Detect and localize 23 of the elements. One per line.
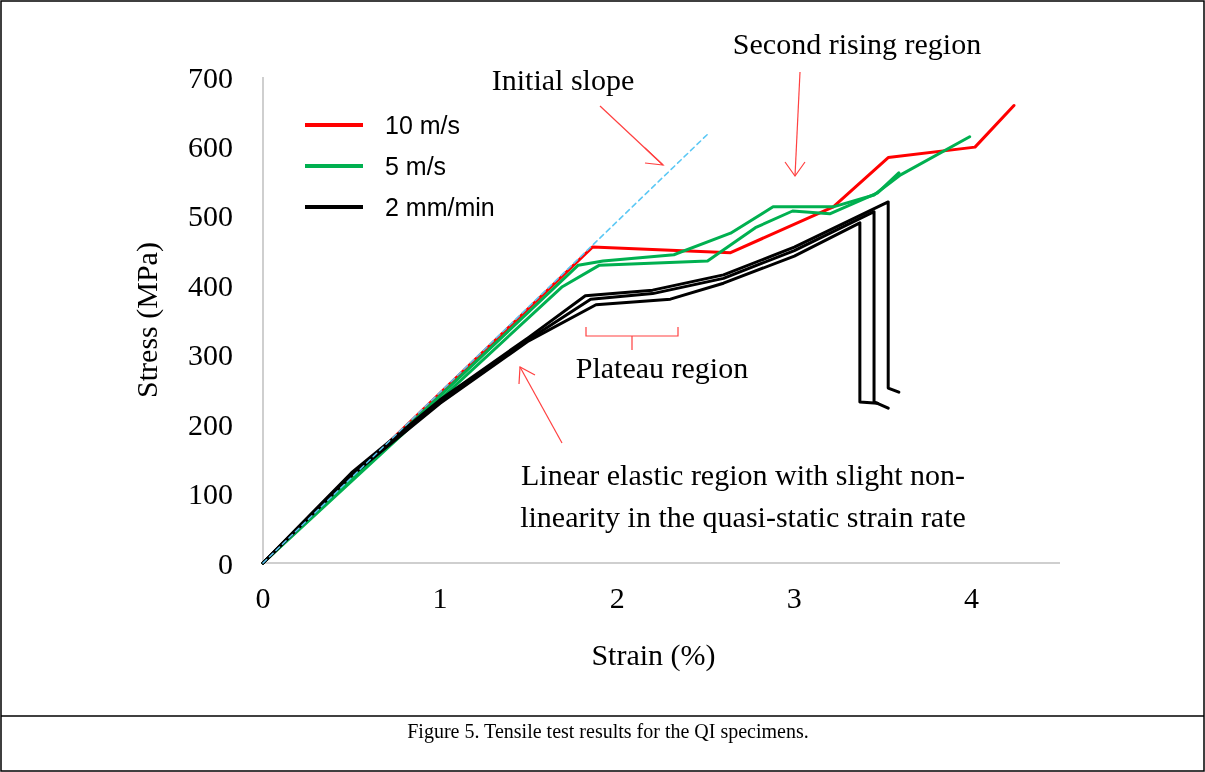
x-axis-title: Strain (%) <box>591 638 716 672</box>
y-tick-label: 500 <box>188 199 233 233</box>
x-tick-label: 1 <box>432 581 448 614</box>
y-axis-title: Stress (MPa) <box>130 242 164 398</box>
legend-label: 2 mm/min <box>385 192 495 221</box>
annotation: Initial slope <box>491 63 635 96</box>
y-tick-label: 600 <box>188 129 233 163</box>
y-tick-label: 100 <box>188 477 233 511</box>
x-tick-label: 3 <box>786 581 802 614</box>
y-tick-label: 700 <box>188 60 233 94</box>
x-tick-label: 0 <box>255 581 271 614</box>
legend-label: 5 m/s <box>385 151 447 180</box>
caption: Figure 5. Tensile test results for the QI specimens. <box>407 720 809 743</box>
legend-label: 10 m/s <box>385 110 461 139</box>
annotation: Linear elastic region with slight non- linearity in the quasi-static strain rate <box>520 458 966 533</box>
y-tick-label: 200 <box>188 407 233 441</box>
text: Second rising region <box>732 27 982 60</box>
y-tick-label: 300 <box>188 338 233 372</box>
annotation: Plateau region <box>575 351 749 384</box>
x-tick-label: 2 <box>609 581 625 614</box>
x-tick-label: 4 <box>963 581 979 614</box>
y-tick-label: 0 <box>218 546 233 580</box>
y-tick-label: 400 <box>188 268 233 302</box>
